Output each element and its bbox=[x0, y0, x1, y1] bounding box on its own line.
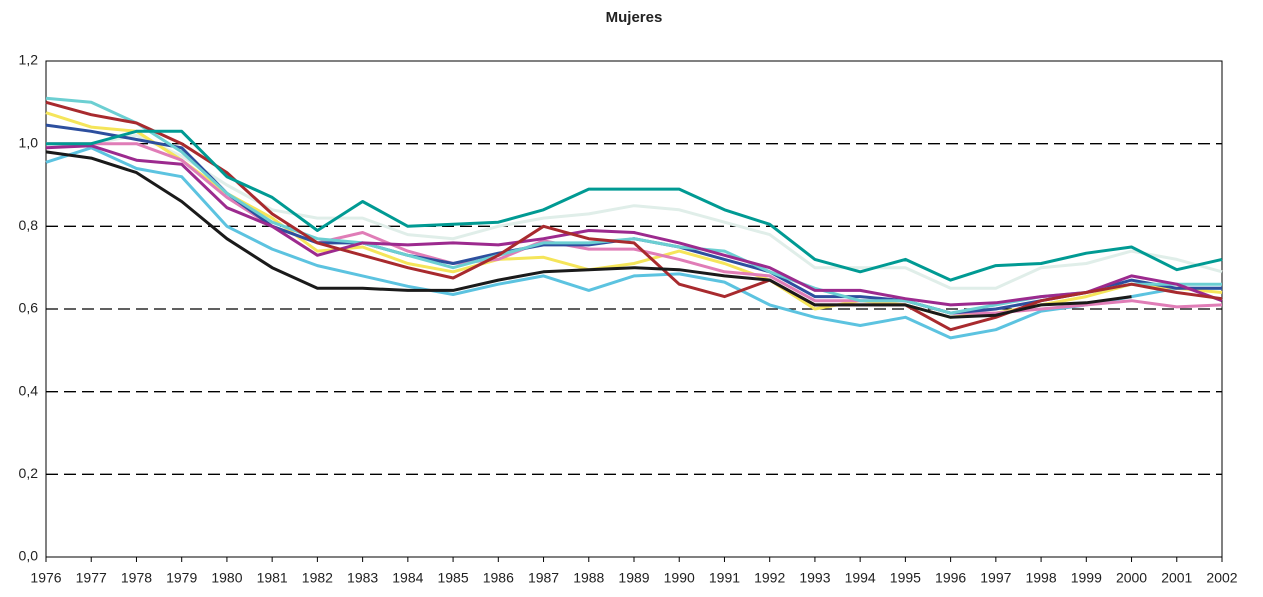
x-tick-label: 1989 bbox=[618, 570, 649, 586]
plot-border bbox=[45, 60, 1223, 558]
y-tick-label: 0,6 bbox=[19, 300, 39, 316]
x-tick-label: 1992 bbox=[754, 570, 785, 586]
x-tick-label: 1979 bbox=[166, 570, 197, 586]
y-tick-label: 0,2 bbox=[19, 465, 39, 481]
x-tick-label: 1996 bbox=[935, 570, 966, 586]
x-tick-label: 1990 bbox=[664, 570, 695, 586]
x-tick-label: 2001 bbox=[1161, 570, 1192, 586]
chart-title: Mujeres bbox=[606, 9, 663, 26]
x-tick-label: 1997 bbox=[980, 570, 1011, 586]
x-tick-label: 1991 bbox=[709, 570, 740, 586]
x-tick-label: 2000 bbox=[1116, 570, 1147, 586]
y-tick-label: 1,0 bbox=[19, 134, 39, 150]
series-line bbox=[45, 146, 1222, 340]
series-line bbox=[45, 144, 1223, 307]
x-tick-label: 1983 bbox=[347, 570, 378, 586]
x-tick-label: 1987 bbox=[528, 570, 559, 586]
series-line bbox=[46, 129, 1223, 282]
x-tick-label: 1977 bbox=[76, 570, 107, 586]
x-tick-label: 2002 bbox=[1206, 570, 1237, 586]
x-tick-label: 1980 bbox=[211, 570, 242, 586]
series-line bbox=[45, 123, 1222, 315]
x-tick-label: 1995 bbox=[890, 570, 921, 586]
series-line bbox=[46, 133, 1223, 290]
x-tick-label: 1998 bbox=[1025, 570, 1056, 586]
series-line bbox=[45, 150, 1132, 319]
series-line bbox=[45, 100, 1223, 332]
x-tick-label: 1981 bbox=[257, 570, 288, 586]
series-line bbox=[46, 142, 1223, 315]
x-tick-label: 1978 bbox=[121, 570, 152, 586]
x-tick-label: 1994 bbox=[845, 570, 876, 586]
x-tick-label: 1982 bbox=[302, 570, 333, 586]
x-tick-label: 1985 bbox=[437, 570, 468, 586]
y-tick-label: 1,2 bbox=[19, 52, 39, 68]
y-tick-label: 0,4 bbox=[19, 382, 39, 398]
y-tick-label: 0,8 bbox=[19, 217, 39, 233]
x-tick-label: 1993 bbox=[799, 570, 830, 586]
x-tick-label: 1988 bbox=[573, 570, 604, 586]
x-tick-label: 1999 bbox=[1071, 570, 1102, 586]
x-tick-label: 1986 bbox=[483, 570, 514, 586]
x-tick-label: 1976 bbox=[30, 570, 61, 586]
x-tick-label: 1984 bbox=[392, 570, 423, 586]
y-tick-label: 0,0 bbox=[19, 548, 39, 564]
